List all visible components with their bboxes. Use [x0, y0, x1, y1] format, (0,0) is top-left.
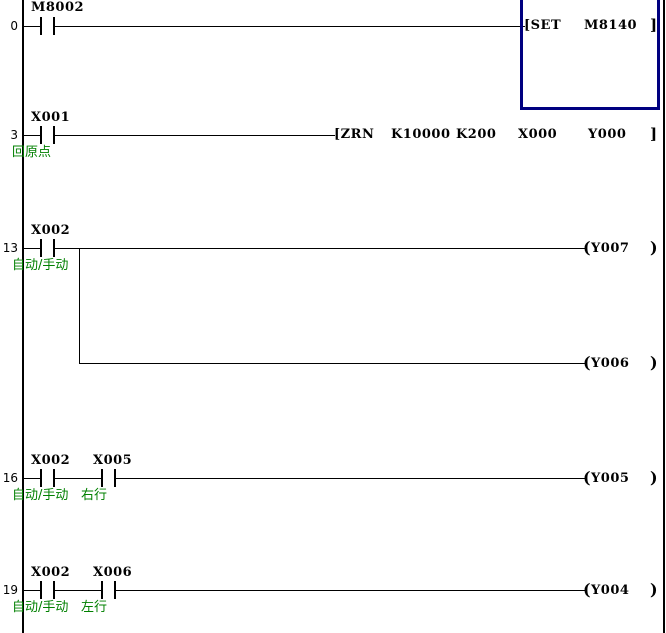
- wire-rung13-left: [22, 248, 40, 249]
- contact-comment-x005-rung16: 右行: [81, 488, 108, 503]
- contact-x002-rung19[interactable]: [40, 581, 62, 599]
- contact-bar-left: [40, 126, 42, 144]
- contact-label-m8002: M8002: [31, 0, 85, 15]
- contact-label-x002-rung16: X002: [31, 453, 71, 468]
- wire-rung13-branch: [79, 363, 585, 364]
- wire-rung19-mid: [55, 590, 102, 591]
- coil-open-paren-y005: (: [583, 468, 591, 487]
- coil-open-paren-y007: (: [583, 238, 591, 257]
- instruction-set-close-bracket: ]: [650, 16, 658, 34]
- coil-close-paren-y005: ): [650, 468, 658, 487]
- coil-open-paren-y004: (: [583, 580, 591, 599]
- coil-close-paren-y004: ): [650, 580, 658, 599]
- step-number-0: 0: [10, 19, 18, 33]
- contact-comment-x002-rung19: 自动/手动: [12, 600, 69, 615]
- wire-rung3-left: [22, 135, 40, 136]
- coil-open-paren-y006: (: [583, 353, 591, 372]
- instruction-zrn-operand-3[interactable]: Y000: [588, 127, 627, 142]
- contact-comment-x002-rung13: 自动/手动: [12, 258, 69, 273]
- instruction-zrn-operand-2[interactable]: X000: [518, 127, 558, 142]
- contact-bar-right: [53, 581, 55, 599]
- branch-vertical-rung13: [79, 248, 80, 364]
- wire-rung0-main: [55, 26, 525, 27]
- wire-rung19-left: [22, 590, 40, 591]
- contact-x005-rung16[interactable]: [101, 469, 123, 487]
- coil-label-y007[interactable]: Y007: [591, 241, 630, 256]
- step-number-13: 13: [2, 241, 18, 255]
- instruction-zrn-close-bracket: ]: [650, 125, 658, 143]
- contact-bar-right: [114, 469, 116, 487]
- step-number-16: 16: [2, 471, 18, 485]
- instruction-set-mnemonic[interactable]: [SET: [524, 18, 562, 33]
- contact-x006-rung19[interactable]: [101, 581, 123, 599]
- coil-close-paren-y007: ): [650, 238, 658, 257]
- contact-comment-x001: 回原点: [12, 145, 52, 160]
- contact-bar-right: [53, 126, 55, 144]
- wire-rung19-main: [116, 590, 585, 591]
- wire-rung0-left: [22, 26, 40, 27]
- coil-close-paren-y006: ): [650, 353, 658, 372]
- coil-label-y006[interactable]: Y006: [591, 356, 630, 371]
- instruction-zrn-operand-0[interactable]: K10000: [391, 127, 451, 142]
- contact-label-x006-rung19: X006: [93, 565, 133, 580]
- contact-bar-right: [114, 581, 116, 599]
- contact-label-x001: X001: [31, 110, 71, 125]
- contact-bar-right: [53, 469, 55, 487]
- contact-comment-x006-rung19: 左行: [81, 600, 108, 615]
- contact-bar-left: [40, 239, 42, 257]
- contact-x001[interactable]: [40, 126, 62, 144]
- wire-rung16-mid: [55, 478, 102, 479]
- contact-bar-right: [53, 239, 55, 257]
- contact-label-x005-rung16: X005: [93, 453, 133, 468]
- wire-rung3-main: [55, 135, 335, 136]
- contact-x002-rung16[interactable]: [40, 469, 62, 487]
- wire-rung16-main: [116, 478, 585, 479]
- wire-rung16-left: [22, 478, 40, 479]
- contact-x002-rung13[interactable]: [40, 239, 62, 257]
- instruction-set-operand-0[interactable]: M8140: [584, 18, 638, 33]
- contact-bar-left: [101, 581, 103, 599]
- contact-label-x002-rung19: X002: [31, 565, 71, 580]
- contact-m8002[interactable]: [40, 17, 62, 35]
- right-power-rail: [663, 0, 665, 633]
- coil-label-y005[interactable]: Y005: [591, 471, 630, 486]
- wire-rung13-main: [55, 248, 585, 249]
- contact-bar-left: [101, 469, 103, 487]
- left-power-rail: [22, 0, 24, 633]
- contact-bar-left: [40, 469, 42, 487]
- step-number-3: 3: [10, 128, 18, 142]
- coil-label-y004[interactable]: Y004: [591, 583, 630, 598]
- step-number-19: 19: [2, 583, 18, 597]
- contact-comment-x002-rung16: 自动/手动: [12, 488, 69, 503]
- contact-bar-left: [40, 17, 42, 35]
- instruction-zrn-operand-1[interactable]: K200: [456, 127, 497, 142]
- contact-bar-right: [53, 17, 55, 35]
- contact-bar-left: [40, 581, 42, 599]
- selection-rectangle[interactable]: [520, 0, 660, 110]
- contact-label-x002-rung13: X002: [31, 223, 71, 238]
- instruction-zrn-mnemonic[interactable]: [ZRN: [334, 127, 375, 142]
